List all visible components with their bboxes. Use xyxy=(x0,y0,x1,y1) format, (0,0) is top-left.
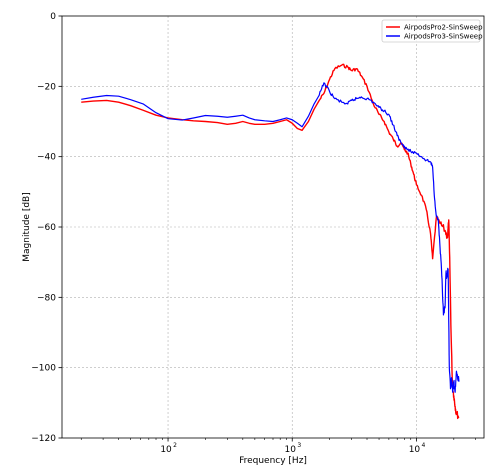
x-tick-label: 10 xyxy=(285,445,297,455)
y-tick-label: −40 xyxy=(37,153,56,163)
x-tick-exponent: 2 xyxy=(173,442,177,449)
x-tick-exponent: 3 xyxy=(297,442,301,449)
y-tick-label: −20 xyxy=(37,82,56,92)
x-tick-label: 10 xyxy=(409,445,421,455)
y-tick-label: 0 xyxy=(50,12,56,22)
y-tick-label: −60 xyxy=(37,223,56,233)
series-layer xyxy=(81,63,460,420)
legend-label-airpodspro3: AirpodsPro3-SinSweep xyxy=(404,33,483,41)
y-axis-label: Magnitude [dB] xyxy=(22,192,32,261)
x-tick-exponent: 4 xyxy=(422,442,426,449)
y-tick-label: −80 xyxy=(37,293,56,303)
y-tick-label: −100 xyxy=(31,364,56,374)
series-line-airpodspro3 xyxy=(81,82,460,393)
y-tick-label: −120 xyxy=(31,434,56,444)
legend-label-airpodspro2: AirpodsPro2-SinSweep xyxy=(404,24,483,32)
x-axis-label: Frequency [Hz] xyxy=(239,456,307,466)
x-tick-label: 10 xyxy=(160,445,172,455)
legend-box xyxy=(381,19,481,43)
legend: AirpodsPro2-SinSweep AirpodsPro3-SinSwee… xyxy=(381,19,483,43)
